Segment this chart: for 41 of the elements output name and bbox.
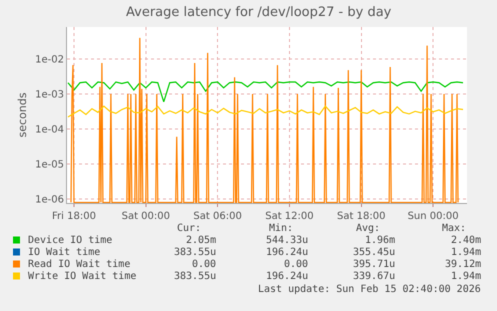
text: Max: <box>442 223 466 234</box>
x-tick-label: Sun 00:00 <box>408 211 459 222</box>
text: 395.71u <box>353 259 396 270</box>
y-tick-label: 1e-06 <box>35 194 64 206</box>
line-series <box>67 81 464 102</box>
text: 196.24u <box>266 247 308 258</box>
text: 2.05m <box>186 235 216 246</box>
text: Min: <box>269 223 294 234</box>
y-tick-label: 1e-05 <box>35 160 64 171</box>
y-tick-label: 1e-02 <box>35 54 64 66</box>
text: 1.94m <box>451 271 482 282</box>
x-tick-label: Sat 06:00 <box>193 211 242 222</box>
text: 0.00 <box>192 259 216 270</box>
text: Cur: <box>177 223 202 234</box>
x-tick-label: Fri 18:00 <box>52 211 96 222</box>
text: 383.55u <box>174 271 216 282</box>
x-tick-label: Sat 00:00 <box>122 211 170 222</box>
text: 0.00 <box>284 259 308 270</box>
x-tick-label: Sat 12:00 <box>265 211 314 222</box>
line-series <box>67 106 464 118</box>
text: 544.33u <box>266 235 308 246</box>
legend-label: Write IO Wait time <box>28 271 136 282</box>
text: 1.96m <box>365 235 396 246</box>
text: 39.12m <box>445 259 482 270</box>
text: 383.55u <box>174 247 216 258</box>
text: 196.24u <box>266 271 308 282</box>
x-tick-label: Sat 18:00 <box>337 211 386 222</box>
text: Avg: <box>356 223 380 234</box>
text: 355.45u <box>353 247 396 258</box>
legend-label: Device IO time <box>28 235 112 246</box>
text: 2.40m <box>451 235 482 246</box>
text: 339.67u <box>353 271 396 282</box>
legend-label: Read IO Wait time <box>28 259 130 270</box>
text: 1.94m <box>451 247 482 258</box>
legend-label: IO Wait time <box>28 247 100 258</box>
y-tick-label: 1e-03 <box>35 90 64 100</box>
chart-title: Average latency for /dev/loop27 - by day <box>126 5 392 20</box>
y-tick-label: 1e-04 <box>35 124 64 136</box>
line-series <box>70 37 459 203</box>
y-axis-title: seconds <box>16 92 29 138</box>
text: Last update: Sun Feb 15 02:40:00 2026 <box>258 284 481 295</box>
